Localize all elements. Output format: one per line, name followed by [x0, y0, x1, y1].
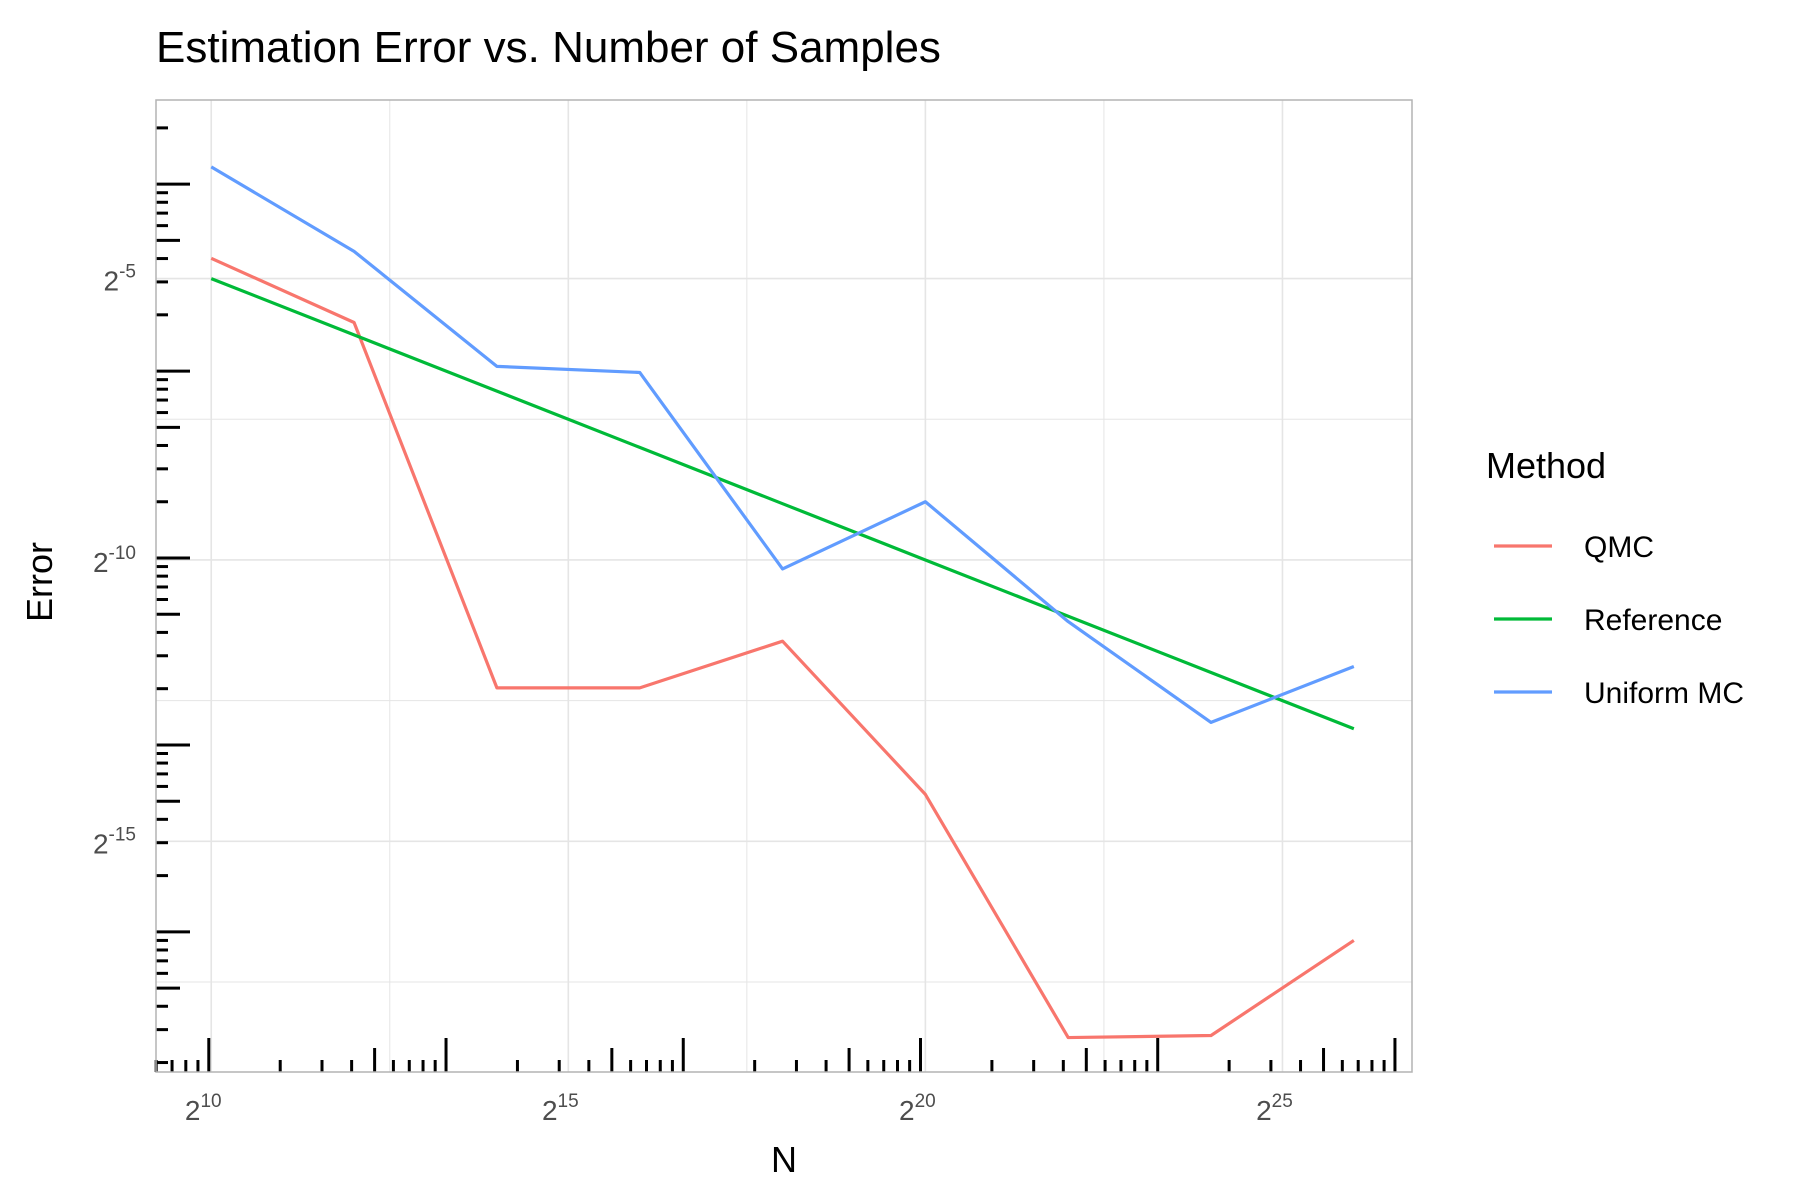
- x-tick-label: 210: [185, 1091, 222, 1126]
- series-layer: [210, 165, 1355, 1040]
- legend-label-uniform-mc: Uniform MC: [1584, 677, 1744, 710]
- y-tick-label: 2-5: [104, 262, 136, 297]
- legend: Method QMC Reference Uniform MC: [1486, 445, 1744, 710]
- y-axis-ticks: 2-5 2-10 2-15: [93, 262, 136, 860]
- legend-items: QMC Reference Uniform MC: [1494, 531, 1744, 710]
- panel-border: [155, 99, 1413, 1073]
- series-line-reference: [210, 277, 1355, 731]
- legend-label-qmc: QMC: [1584, 531, 1654, 564]
- x-axis-title: N: [771, 1139, 797, 1180]
- y-tick-label: 2-10: [93, 543, 136, 578]
- series-line-qmc: [210, 256, 1355, 1040]
- legend-label-reference: Reference: [1584, 604, 1722, 637]
- chart-title: Estimation Error vs. Number of Samples: [156, 23, 941, 72]
- x-tick-label: 215: [542, 1091, 579, 1126]
- grid-layer: [156, 100, 1412, 1072]
- y-axis-title: Error: [19, 542, 60, 622]
- x-tick-label: 220: [899, 1091, 936, 1126]
- x-axis-ticks: 210 215 220 225: [185, 1091, 1293, 1126]
- x-tick-label: 225: [1256, 1091, 1293, 1126]
- y-tick-label: 2-15: [93, 824, 136, 859]
- series-line-uniform-mc: [210, 165, 1355, 725]
- log-rug-ticks: [154, 126, 1397, 1072]
- legend-title: Method: [1486, 445, 1606, 486]
